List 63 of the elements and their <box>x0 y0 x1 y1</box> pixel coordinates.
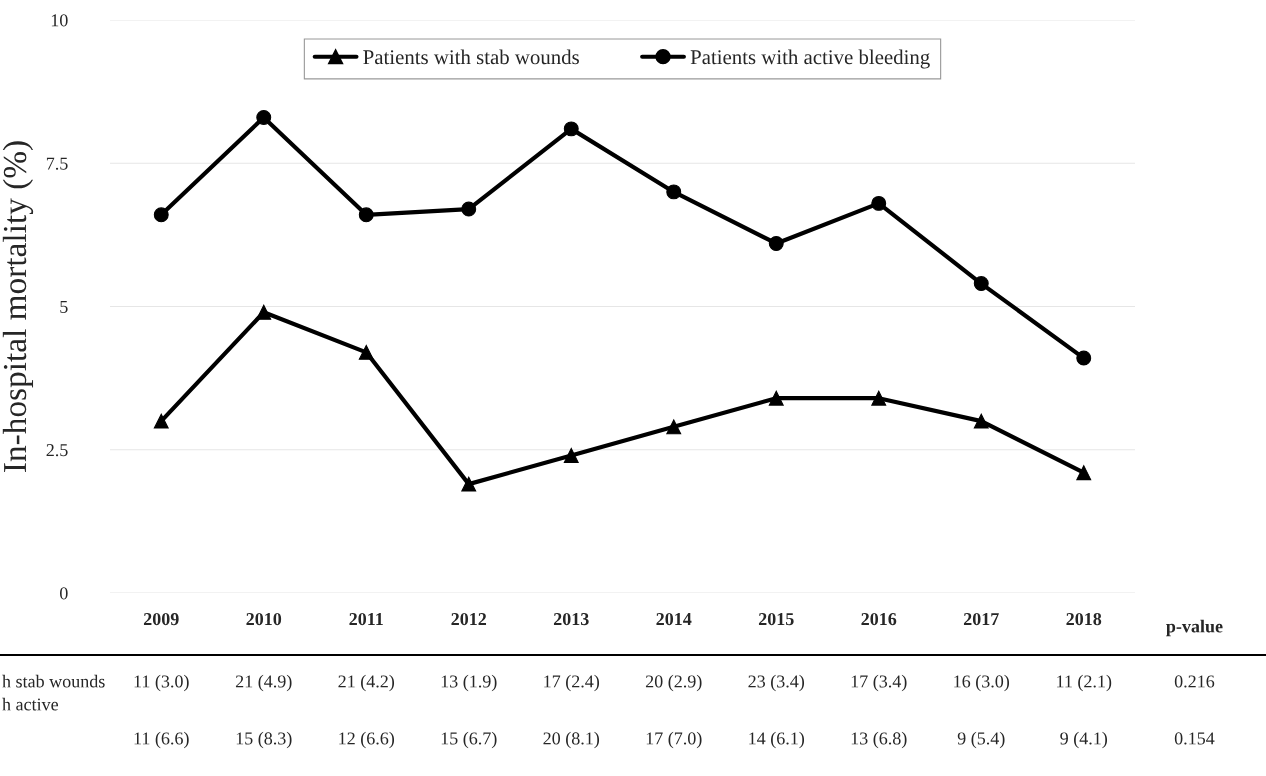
y-tick-label: 5 <box>60 300 68 313</box>
data-label: 15 (8.3) <box>236 731 292 749</box>
data-label: 9 (4.1) <box>1060 731 1108 749</box>
data-label: 16 (3.0) <box>954 674 1010 692</box>
data-label: 9 (5.4) <box>957 731 1005 749</box>
y-axis-title: In-hospital mortality (%) <box>2 141 34 472</box>
point <box>358 344 374 360</box>
point <box>666 184 682 200</box>
point <box>153 413 169 429</box>
x-tick-label: 2017 <box>963 612 999 626</box>
data-label: 23 (3.4) <box>748 674 805 692</box>
data-label: 17 (7.0) <box>646 731 702 749</box>
x-tick-label: 2009 <box>143 612 179 626</box>
data-label: 12 (6.6) <box>339 731 395 749</box>
point <box>461 476 477 492</box>
x-tick-label: 2018 <box>1066 612 1102 626</box>
data-label: 13 (1.9) <box>441 674 497 692</box>
point <box>768 236 784 251</box>
data-label: 13 (6.8) <box>851 731 907 749</box>
text: h stab wounds <box>2 674 105 688</box>
point <box>358 207 374 223</box>
data-label: 11 (2.1) <box>1057 674 1112 692</box>
point <box>666 419 682 435</box>
x-tick-label: 2013 <box>553 612 589 626</box>
data-label: 11 (3.0) <box>134 674 189 692</box>
data-label: 14 (6.1) <box>749 731 805 749</box>
point <box>563 448 579 463</box>
y-tick-label: 7.5 <box>46 157 68 170</box>
x-tick-label: 2014 <box>656 612 692 626</box>
point <box>1076 350 1092 366</box>
point <box>256 304 272 320</box>
x-tick-label: 2015 <box>758 612 794 626</box>
y-tick-label: 2.5 <box>46 444 68 457</box>
data-label: 17 (2.4) <box>544 674 600 692</box>
point <box>563 121 579 137</box>
data-label: 20 (2.9) <box>645 674 702 692</box>
x-tick-label: 2016 <box>861 612 897 626</box>
text: p-value <box>1166 619 1223 637</box>
text: 0.154 <box>1174 732 1215 745</box>
text: h active <box>2 697 59 711</box>
y-tick-label: 10 <box>51 14 68 27</box>
data-label: 17 (3.4) <box>851 674 907 692</box>
point <box>973 276 989 292</box>
y-tick-label: 0 <box>59 587 68 600</box>
x-tick-label: 2011 <box>349 612 383 626</box>
data-label: 20 (8.1) <box>543 731 600 749</box>
point <box>1076 465 1092 481</box>
legend-label: Patients with active bleeding <box>690 49 930 69</box>
data-label: 15 (6.7) <box>441 731 497 749</box>
point <box>153 207 169 223</box>
x-tick-label: 2012 <box>451 612 487 626</box>
point <box>871 390 887 406</box>
text: 0.216 <box>1174 675 1215 688</box>
x-tick-label: 2010 <box>246 612 282 626</box>
data-label: 21 (4.9) <box>235 674 292 692</box>
data-label: 21 (4.2) <box>338 674 395 692</box>
point <box>461 201 477 217</box>
point <box>256 109 272 125</box>
legend-label: Patients with stab wounds <box>363 49 579 65</box>
point <box>871 195 887 211</box>
data-label: 11 (6.6) <box>134 731 189 749</box>
point <box>768 390 784 406</box>
point <box>973 413 989 429</box>
